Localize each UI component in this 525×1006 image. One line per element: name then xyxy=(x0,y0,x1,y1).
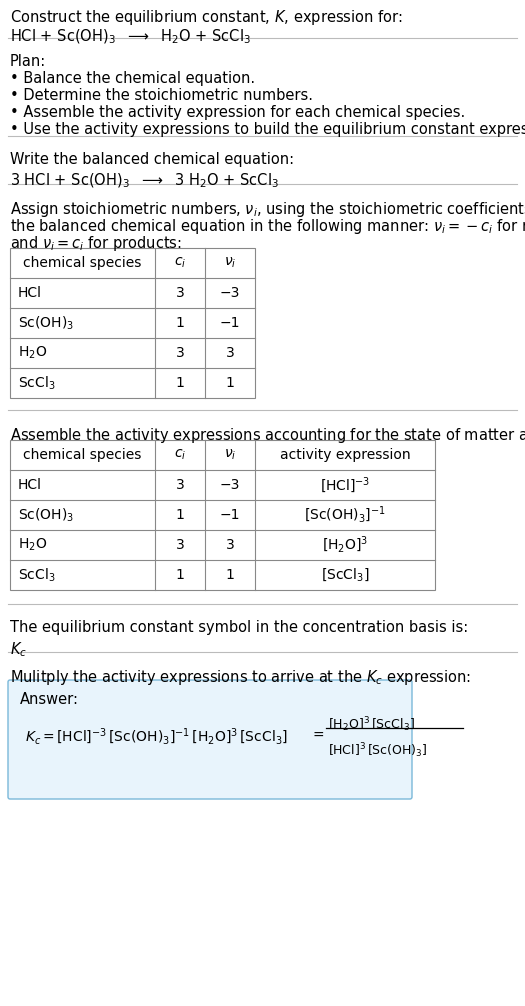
Text: and $\nu_i = c_i$ for products:: and $\nu_i = c_i$ for products: xyxy=(10,234,182,253)
Text: 3 HCl + Sc(OH)$_3$  $\longrightarrow$  3 H$_2$O + ScCl$_3$: 3 HCl + Sc(OH)$_3$ $\longrightarrow$ 3 H… xyxy=(10,172,279,190)
Text: The equilibrium constant symbol in the concentration basis is:: The equilibrium constant symbol in the c… xyxy=(10,620,468,635)
Text: $\mathrm{[H_2O]}^3\,\mathrm{[ScCl_3]}$: $\mathrm{[H_2O]}^3\,\mathrm{[ScCl_3]}$ xyxy=(328,715,415,733)
Text: HCl: HCl xyxy=(18,478,42,492)
Text: H$_2$O: H$_2$O xyxy=(18,345,47,361)
Text: 3: 3 xyxy=(176,478,184,492)
Text: H$_2$O: H$_2$O xyxy=(18,537,47,553)
Text: activity expression: activity expression xyxy=(280,448,411,462)
Text: Assemble the activity expressions accounting for the state of matter and $\nu_i$: Assemble the activity expressions accoun… xyxy=(10,426,525,445)
Text: $K_c = \mathrm{[HCl]}^{-3}\,\mathrm{[Sc(OH)_3]}^{-1}\,\mathrm{[H_2O]}^3\,\mathrm: $K_c = \mathrm{[HCl]}^{-3}\,\mathrm{[Sc(… xyxy=(25,727,288,747)
Text: −1: −1 xyxy=(220,316,240,330)
Text: Plan:: Plan: xyxy=(10,54,46,69)
Text: 1: 1 xyxy=(175,568,184,582)
Text: $K_c$: $K_c$ xyxy=(10,640,27,659)
Text: $=$: $=$ xyxy=(310,727,325,741)
Text: Assign stoichiometric numbers, $\nu_i$, using the stoichiometric coefficients, $: Assign stoichiometric numbers, $\nu_i$, … xyxy=(10,200,525,219)
Text: $\nu_i$: $\nu_i$ xyxy=(224,256,236,271)
Text: ScCl$_3$: ScCl$_3$ xyxy=(18,374,56,391)
Text: HCl + Sc(OH)$_3$  $\longrightarrow$  H$_2$O + ScCl$_3$: HCl + Sc(OH)$_3$ $\longrightarrow$ H$_2$… xyxy=(10,28,251,46)
Text: $c_i$: $c_i$ xyxy=(174,256,186,271)
Text: • Use the activity expressions to build the equilibrium constant expression.: • Use the activity expressions to build … xyxy=(10,122,525,137)
Text: [HCl]$^{-3}$: [HCl]$^{-3}$ xyxy=(320,475,370,495)
Text: −3: −3 xyxy=(220,286,240,300)
Text: Sc(OH)$_3$: Sc(OH)$_3$ xyxy=(18,506,74,524)
Text: Mulitply the activity expressions to arrive at the $K_c$ expression:: Mulitply the activity expressions to arr… xyxy=(10,668,471,687)
Text: 1: 1 xyxy=(175,508,184,522)
Text: chemical species: chemical species xyxy=(23,256,142,270)
Text: Sc(OH)$_3$: Sc(OH)$_3$ xyxy=(18,314,74,332)
Text: 1: 1 xyxy=(175,316,184,330)
Text: • Balance the chemical equation.: • Balance the chemical equation. xyxy=(10,71,255,86)
Text: Construct the equilibrium constant, $K$, expression for:: Construct the equilibrium constant, $K$,… xyxy=(10,8,403,27)
Text: [ScCl$_3$]: [ScCl$_3$] xyxy=(321,566,369,583)
Text: $\mathrm{[HCl]}^3\,\mathrm{[Sc(OH)_3]}$: $\mathrm{[HCl]}^3\,\mathrm{[Sc(OH)_3]}$ xyxy=(328,741,427,760)
Text: 3: 3 xyxy=(176,286,184,300)
Text: HCl: HCl xyxy=(18,286,42,300)
Text: 3: 3 xyxy=(226,538,234,552)
Text: 3: 3 xyxy=(176,538,184,552)
Text: 1: 1 xyxy=(226,568,235,582)
Text: $\nu_i$: $\nu_i$ xyxy=(224,448,236,462)
Text: 3: 3 xyxy=(226,346,234,360)
Text: ScCl$_3$: ScCl$_3$ xyxy=(18,566,56,583)
Text: 1: 1 xyxy=(226,376,235,390)
Text: −3: −3 xyxy=(220,478,240,492)
FancyBboxPatch shape xyxy=(8,680,412,799)
Text: Answer:: Answer: xyxy=(20,692,79,707)
Text: Write the balanced chemical equation:: Write the balanced chemical equation: xyxy=(10,152,294,167)
Bar xyxy=(10,440,435,590)
Text: • Assemble the activity expression for each chemical species.: • Assemble the activity expression for e… xyxy=(10,105,465,120)
Text: −1: −1 xyxy=(220,508,240,522)
Text: the balanced chemical equation in the following manner: $\nu_i = -c_i$ for react: the balanced chemical equation in the fo… xyxy=(10,217,525,236)
Text: [Sc(OH)$_3$]$^{-1}$: [Sc(OH)$_3$]$^{-1}$ xyxy=(304,505,386,525)
Text: [H$_2$O]$^3$: [H$_2$O]$^3$ xyxy=(322,535,368,555)
Text: 3: 3 xyxy=(176,346,184,360)
Bar xyxy=(10,248,255,398)
Text: chemical species: chemical species xyxy=(23,448,142,462)
Text: • Determine the stoichiometric numbers.: • Determine the stoichiometric numbers. xyxy=(10,88,313,103)
Text: 1: 1 xyxy=(175,376,184,390)
Text: $c_i$: $c_i$ xyxy=(174,448,186,462)
